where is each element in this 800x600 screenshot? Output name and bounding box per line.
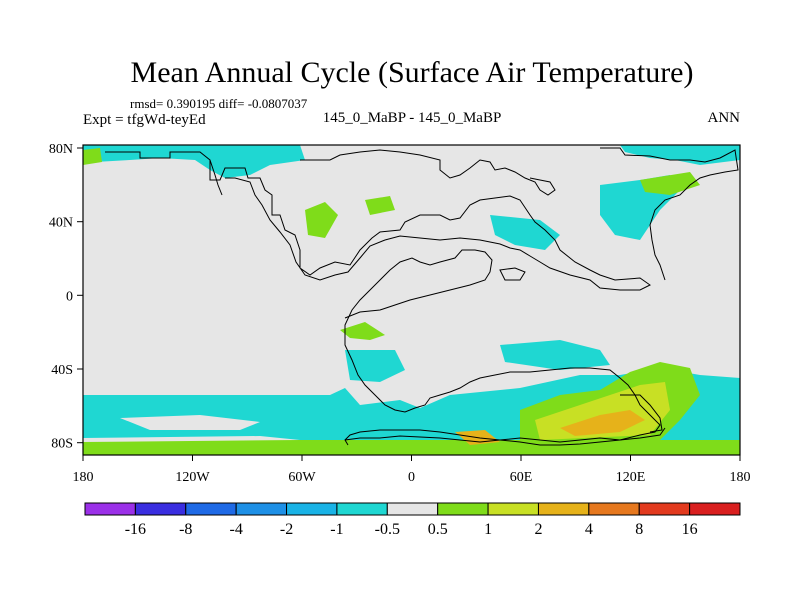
colorbar: -16 -8 -4 -2 -1 -0.5 0.5 1 2 4 8 16: [84, 502, 741, 538]
anomaly-region-antarctic-green: [83, 440, 740, 455]
y-tick-label: 40N: [49, 216, 73, 231]
colorbar-label: -4: [229, 521, 242, 538]
colorbar-boxes: [84, 502, 741, 516]
anomaly-region-africa-cyan: [500, 340, 610, 370]
coastlines: [105, 147, 739, 446]
colorbar-swatch: [336, 502, 388, 516]
y-tick-labels: 80N 40N 0 40S 80S: [49, 142, 73, 452]
anomaly-region-gap-1: [120, 415, 260, 430]
colorbar-swatch: [437, 502, 489, 516]
colorbar-label: 0.5: [428, 521, 448, 538]
colorbar-swatch: [386, 502, 439, 516]
colorbar-swatch: [286, 502, 338, 516]
colorbar-swatch: [537, 502, 590, 516]
coastline-australia-block: [620, 394, 663, 433]
anomaly-region-sa-green: [340, 322, 385, 340]
anomaly-region-sa-cyan: [345, 350, 405, 382]
colorbar-swatch: [235, 502, 288, 516]
x-tick-label: 180: [730, 470, 751, 485]
coastline-north: [300, 149, 556, 196]
experiment-label: Expt = tfgWd-teyEd: [83, 112, 206, 128]
coastline-gondwana: [344, 249, 661, 446]
coastline-antarctic: [344, 427, 666, 443]
y-tick-label: 40S: [51, 363, 73, 378]
colorbar-swatch: [588, 502, 640, 516]
anomaly-region-arctic-green: [640, 172, 700, 195]
coastline-laurasia: [105, 151, 651, 291]
colorbar-label: -0.5: [375, 521, 400, 538]
colorbar-label: 8: [635, 521, 643, 538]
colorbar-label: 4: [585, 521, 593, 538]
season-label: ANN: [708, 110, 741, 126]
colorbar-swatch: [689, 502, 741, 516]
colorbar-label: -1: [330, 521, 343, 538]
colorbar-label: -16: [125, 521, 146, 538]
anomaly-region-pole-green: [83, 148, 102, 165]
colorbar-label: -2: [280, 521, 293, 538]
colorbar-swatch: [638, 502, 691, 516]
axis-ticks: [77, 147, 741, 461]
anomaly-region-arctic-east: [620, 145, 740, 165]
coastline-tethys-islands: [499, 267, 526, 281]
coastline-north-america: [209, 159, 223, 196]
stats-line: rmsd= 0.390195 diff= -0.0807037: [130, 96, 308, 111]
colorbar-label: 1: [484, 521, 492, 538]
colorbar-swatch: [84, 502, 136, 516]
anomaly-region-southern-orange: [560, 410, 645, 436]
y-tick-label: 80N: [49, 142, 73, 157]
x-tick-label: 180: [73, 470, 94, 485]
x-tick-label: 60E: [510, 470, 533, 485]
x-tick-label: 120E: [616, 470, 646, 485]
chart-title: Mean Annual Cycle (Surface Air Temperatu…: [131, 56, 694, 89]
anomaly-region-arctic-west: [83, 145, 305, 178]
colorbar-swatch: [487, 502, 539, 516]
colorbar-label: 2: [534, 521, 542, 538]
anomaly-region-east-asia: [490, 215, 560, 250]
x-tick-label: 60W: [288, 470, 316, 485]
colorbar-swatch: [185, 502, 237, 516]
anomaly-region-atlantic-green: [365, 196, 395, 215]
comparison-label: 145_0_MaBP - 145_0_MaBP: [323, 110, 502, 126]
colorbar-swatch: [134, 502, 187, 516]
anomaly-region-na-green: [305, 202, 338, 238]
map-area: [77, 144, 741, 461]
anomaly-region-gap-2: [83, 436, 300, 442]
y-tick-label: 0: [66, 289, 73, 304]
colorbar-label: 16: [682, 521, 698, 538]
x-tick-label: 120W: [175, 470, 210, 485]
y-tick-label: 80S: [51, 437, 73, 452]
colorbar-label: -8: [179, 521, 192, 538]
x-tick-labels: 180 120W 60W 0 60E 120E 180: [73, 470, 751, 485]
x-tick-label: 0: [408, 470, 415, 485]
colorbar-labels: -16 -8 -4 -2 -1 -0.5 0.5 1 2 4 8 16: [125, 521, 698, 538]
coastline-arctic-east: [600, 147, 739, 281]
